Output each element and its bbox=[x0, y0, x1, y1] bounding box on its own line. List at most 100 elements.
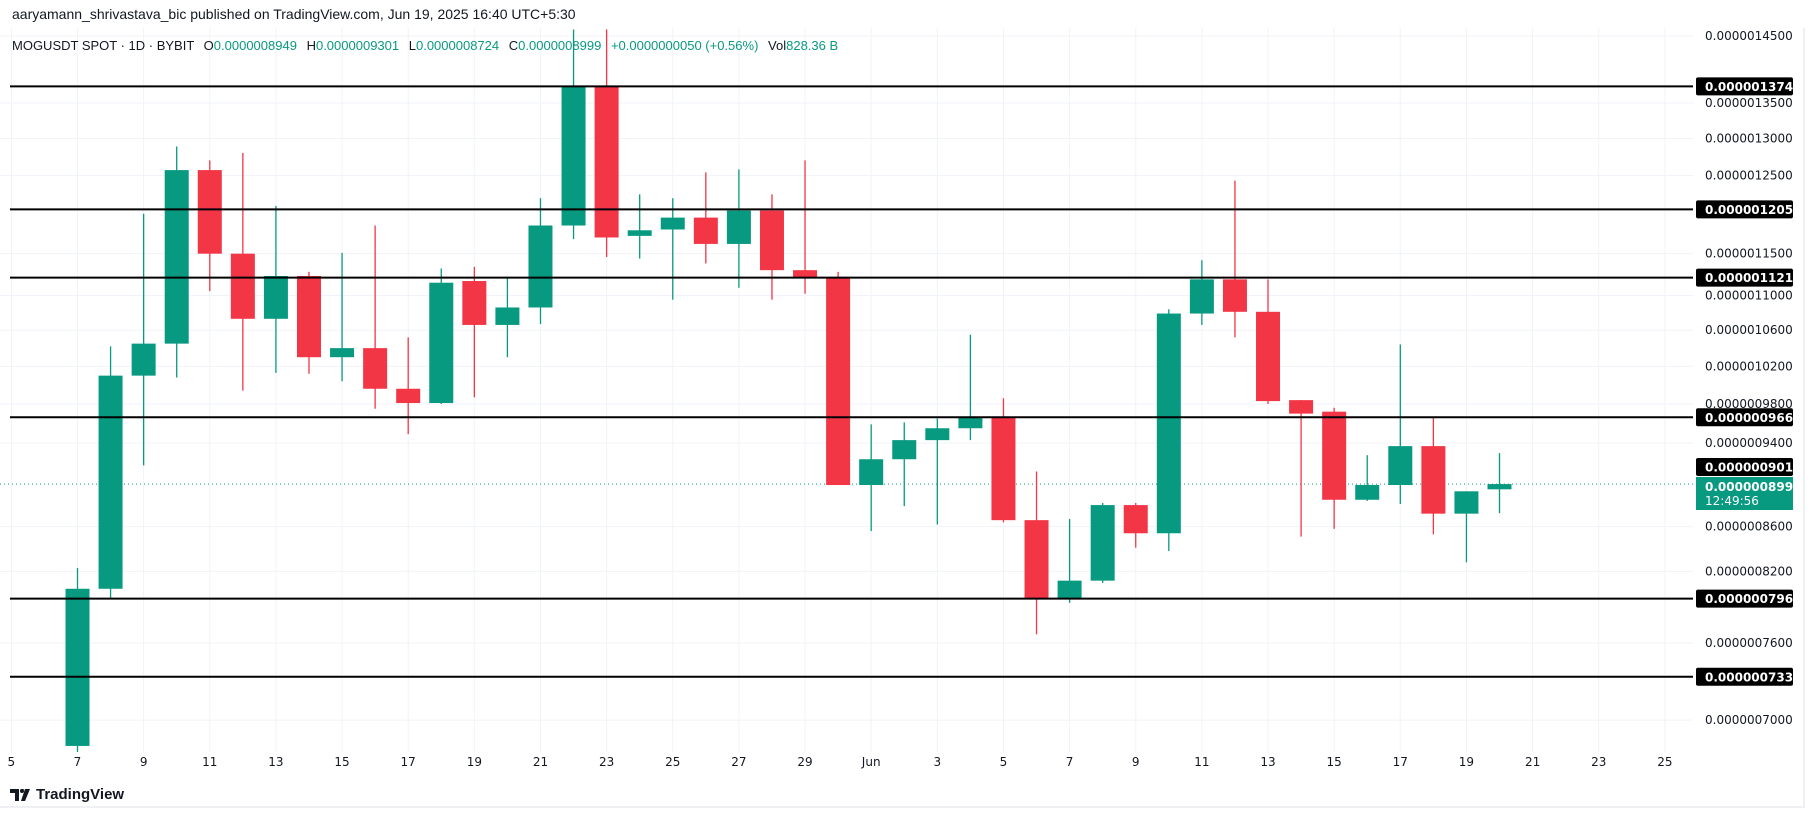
price-tick-label: 0.0000013500 bbox=[1705, 96, 1793, 110]
candle-body bbox=[462, 281, 487, 325]
candle-jun-9[interactable] bbox=[1156, 309, 1181, 552]
candle-jun-19[interactable] bbox=[1487, 453, 1512, 514]
volume-label: Vol bbox=[768, 38, 787, 53]
tradingview-logo[interactable]: TradingView bbox=[10, 786, 124, 803]
candle-jun-11[interactable] bbox=[1222, 180, 1247, 338]
candle-may-23[interactable] bbox=[594, 29, 619, 257]
level-price-label: 0.0000012055 bbox=[1705, 203, 1801, 217]
candle-may-12[interactable] bbox=[230, 153, 255, 391]
candle-may-8[interactable] bbox=[98, 346, 123, 600]
time-tick-label: 19 bbox=[467, 755, 482, 769]
candle-body bbox=[263, 275, 288, 319]
candle-may-30[interactable] bbox=[826, 271, 851, 486]
time-tick-label: 23 bbox=[599, 755, 614, 769]
candle-jun-18[interactable] bbox=[1454, 491, 1479, 563]
candle-may-13[interactable] bbox=[263, 205, 288, 373]
candle-body bbox=[1256, 311, 1281, 402]
candle-body bbox=[197, 170, 222, 254]
close-value: 0.0000008999 bbox=[518, 38, 602, 53]
candle-jun-8[interactable] bbox=[1123, 502, 1148, 548]
chart-frame bbox=[0, 28, 1805, 808]
candle-may-11[interactable] bbox=[197, 160, 222, 292]
level-price-label-box bbox=[1696, 589, 1793, 608]
candle-may-25[interactable] bbox=[660, 198, 685, 300]
candle-jun-2[interactable] bbox=[925, 418, 950, 525]
time-tick-label: 5 bbox=[1000, 755, 1008, 769]
time-tick-label: 9 bbox=[140, 755, 148, 769]
candle-jun-3[interactable] bbox=[958, 334, 983, 441]
time-tick-label: 29 bbox=[797, 755, 812, 769]
price-tick-label: 0.0000008600 bbox=[1705, 520, 1793, 534]
candle-may-14[interactable] bbox=[296, 271, 321, 374]
candle-jun-10[interactable] bbox=[1189, 260, 1214, 325]
candle-may-17[interactable] bbox=[396, 337, 421, 435]
candle-body bbox=[429, 282, 454, 404]
price-tick-label: 0.0000010200 bbox=[1705, 359, 1793, 373]
level-price-label-box bbox=[1696, 77, 1793, 96]
candle-jun-13[interactable] bbox=[1289, 400, 1314, 537]
time-tick-label: 13 bbox=[1260, 755, 1275, 769]
candle-body bbox=[892, 440, 917, 460]
symbol-legend: MOGUSDT SPOT · 1D · BYBIT O0.0000008949 … bbox=[12, 38, 838, 53]
candle-may-31[interactable] bbox=[859, 424, 884, 532]
candle-may-29[interactable] bbox=[793, 160, 818, 294]
high-value: 0.0000009301 bbox=[315, 38, 400, 53]
candle-jun-15[interactable] bbox=[1355, 455, 1380, 501]
candle-jun-16[interactable] bbox=[1388, 344, 1413, 505]
candle-may-18[interactable] bbox=[429, 268, 454, 404]
candle-may-9[interactable] bbox=[131, 213, 156, 466]
candle-may-28[interactable] bbox=[759, 194, 784, 300]
candle-may-16[interactable] bbox=[363, 225, 388, 409]
time-tick-label: 7 bbox=[74, 755, 82, 769]
time-tick-label: 9 bbox=[1132, 755, 1140, 769]
candle-jun-7[interactable] bbox=[1090, 502, 1115, 583]
volume-value: 828.36 B bbox=[786, 38, 839, 53]
candle-body bbox=[1289, 400, 1314, 414]
candle-may-20[interactable] bbox=[495, 276, 520, 358]
level-price-label: 0.0000007330 bbox=[1705, 670, 1801, 684]
candle-may-26[interactable] bbox=[693, 172, 718, 264]
price-tick-label: 0.0000007000 bbox=[1705, 713, 1793, 727]
candle-jun-4[interactable] bbox=[991, 398, 1016, 523]
candle-body bbox=[1487, 484, 1512, 490]
level-price-label-box bbox=[1696, 200, 1793, 219]
time-tick-label: 25 bbox=[665, 755, 680, 769]
time-tick-label: 13 bbox=[268, 755, 283, 769]
tradingview-logo-text: TradingView bbox=[36, 786, 125, 803]
candle-jun-17[interactable] bbox=[1421, 416, 1446, 535]
candle-body bbox=[1322, 411, 1347, 500]
price-tick-label: 0.0000011000 bbox=[1705, 288, 1793, 302]
candle-may-19[interactable] bbox=[462, 266, 487, 398]
candle-body bbox=[594, 86, 619, 238]
candle-may-27[interactable] bbox=[726, 169, 751, 288]
candle-may-15[interactable] bbox=[330, 252, 355, 382]
time-tick-label: 11 bbox=[1194, 755, 1209, 769]
candle-body bbox=[65, 588, 90, 746]
time-tick-label: 5 bbox=[8, 755, 16, 769]
candle-body bbox=[296, 275, 321, 358]
candle-jun-14[interactable] bbox=[1322, 407, 1347, 529]
candle-may-7[interactable] bbox=[65, 567, 90, 761]
candle-jun-12[interactable] bbox=[1256, 279, 1281, 404]
symbol-info[interactable]: MOGUSDT SPOT · 1D · BYBIT bbox=[12, 38, 195, 53]
candle-body bbox=[1057, 580, 1082, 600]
candle-body bbox=[693, 217, 718, 244]
candle-body bbox=[1454, 491, 1479, 514]
candle-jun-1[interactable] bbox=[892, 422, 917, 507]
candle-body bbox=[759, 210, 784, 271]
candle-may-21[interactable] bbox=[528, 198, 553, 325]
candle-may-22[interactable] bbox=[561, 29, 586, 240]
candle-body bbox=[1421, 446, 1446, 514]
candle-may-10[interactable] bbox=[164, 146, 189, 378]
candle-jun-5[interactable] bbox=[1024, 471, 1049, 635]
level-price-label-box bbox=[1696, 268, 1793, 287]
candle-jun-6[interactable] bbox=[1057, 519, 1082, 603]
candle-body bbox=[561, 86, 586, 226]
price-tick-label: 0.0000014500 bbox=[1705, 29, 1793, 43]
time-tick-label: 3 bbox=[933, 755, 941, 769]
marker-price-label: 0.0000009015 bbox=[1705, 461, 1801, 475]
time-tick-label: 17 bbox=[401, 755, 416, 769]
price-tick-label: 0.0000007600 bbox=[1705, 636, 1793, 650]
candle-may-24[interactable] bbox=[627, 194, 652, 259]
